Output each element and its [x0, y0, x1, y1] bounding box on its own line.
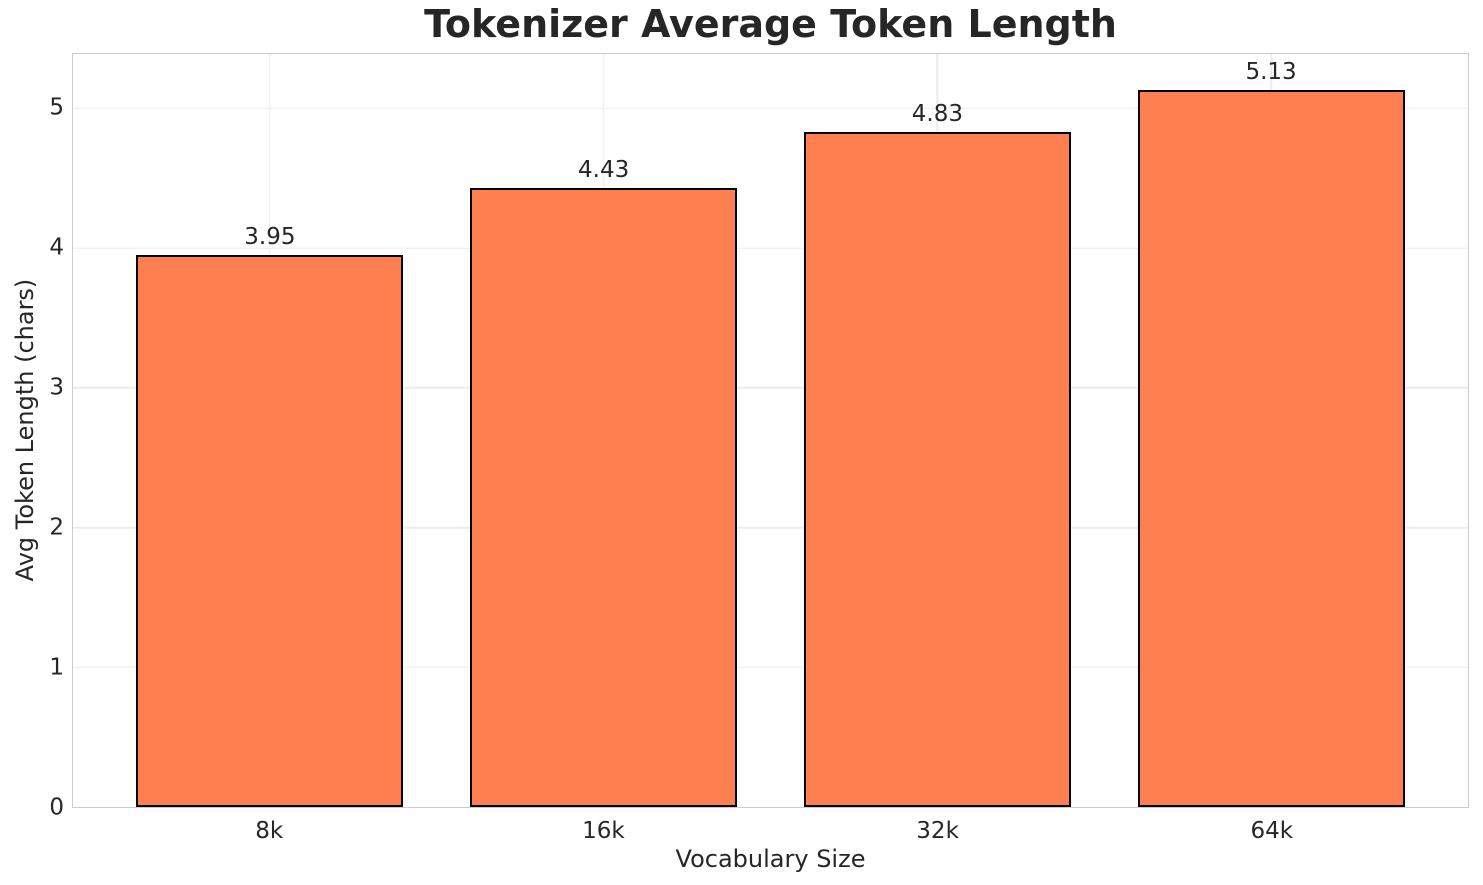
- y-tick-label: 3: [49, 374, 64, 401]
- y-gridline: [73, 526, 1468, 529]
- y-tick-label: 1: [49, 654, 64, 681]
- y-axis-tick-labels: 0 1 2 3 4 5: [0, 53, 64, 819]
- x-axis-label: Vocabulary Size: [675, 845, 866, 873]
- x-tick-label: 8k: [255, 818, 284, 844]
- bar-value-label: 4.43: [578, 156, 630, 183]
- y-gridline: [73, 107, 1468, 110]
- bar-8k: [136, 255, 404, 807]
- plot-area: 3.95 4.43 4.83 5.13: [72, 53, 1469, 808]
- chart-title: Tokenizer Average Token Length: [424, 2, 1117, 46]
- bar-16k: [470, 188, 738, 807]
- y-gridline: [73, 666, 1468, 669]
- y-gridline: [73, 387, 1468, 389]
- bar-32k: [803, 132, 1071, 807]
- x-axis-tick-labels: 8k 16k 32k 64k: [72, 816, 1469, 848]
- bar-value-label: 5.13: [1245, 58, 1297, 85]
- bar-value-label: 4.83: [911, 100, 963, 127]
- x-tick-label: 16k: [582, 818, 625, 844]
- bar-value-label: 3.95: [244, 223, 296, 250]
- y-tick-label: 4: [49, 234, 64, 261]
- y-gridline: [73, 247, 1468, 249]
- y-tick-label: 2: [49, 514, 64, 541]
- y-tick-label: 5: [49, 94, 64, 121]
- x-tick-label: 64k: [1250, 818, 1294, 844]
- y-tick-label: 0: [49, 794, 64, 821]
- bar-64k: [1137, 90, 1405, 807]
- x-tick-label: 32k: [916, 818, 959, 844]
